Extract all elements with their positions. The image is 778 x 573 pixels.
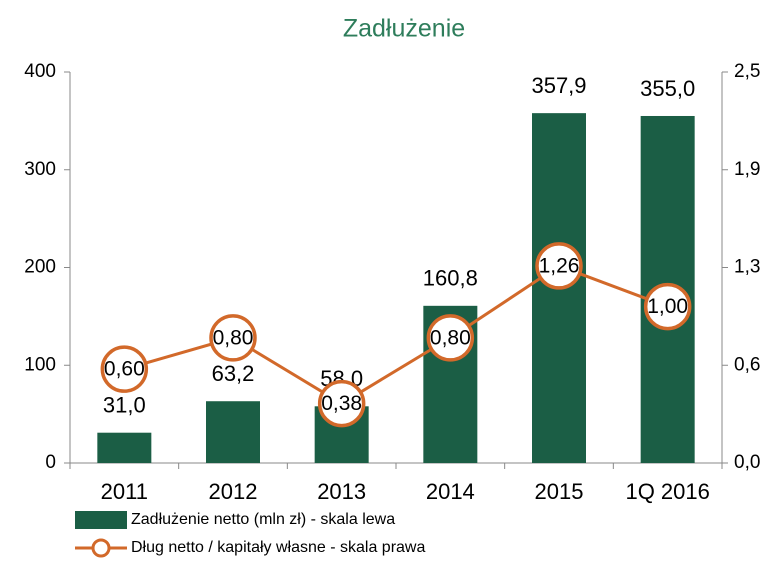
bar-label: 357,9 [531,73,586,98]
bar-label: 160,8 [423,266,478,291]
line-marker [643,282,692,331]
x-tick-label: 2014 [426,479,475,504]
bar [97,432,152,463]
legend-swatch [91,538,111,558]
x-tick-label: 1Q 2016 [625,479,709,504]
y2-tick-label: 2,5 [734,61,760,82]
y2-tick-label: 1,3 [734,257,760,278]
line-marker [426,314,475,362]
y2-tick-label: 1,9 [734,159,760,180]
line-label: 0,80 [430,326,471,349]
bar-label: 355,0 [640,76,695,101]
bar-label: 31,0 [103,393,146,418]
line-marker [535,242,583,290]
line-label: 0,60 [104,358,145,381]
line [123,264,669,406]
y2-tick-label: 0,0 [734,452,760,473]
x-tick-label: 2015 [535,479,584,504]
y2-tick-label: 0,6 [734,354,760,375]
y-tick-label: 200 [24,257,56,278]
x-tick-label: 2011 [101,479,148,504]
bar [206,401,260,463]
line-marker [317,379,366,428]
line-marker [209,314,257,362]
y-tick-label: 0 [45,452,56,473]
line-label: 1,00 [647,295,688,318]
bar-label: 63,2 [212,361,255,386]
legend-swatch [75,511,127,529]
legend-label: Zadłużenie netto (mln zł) - skala lewa [131,511,395,528]
line-label: 1,26 [539,254,580,277]
y-tick-label: 400 [24,61,56,82]
x-tick-label: 2012 [209,479,258,504]
y-tick-label: 300 [24,159,56,180]
line-label: 0,80 [213,326,254,349]
legend-label: Dług netto / kapitały własne - skala pra… [131,539,425,556]
line-label: 0,38 [321,392,362,415]
y-tick-label: 100 [24,354,56,375]
x-tick-label: 2013 [317,479,366,504]
line-marker [100,345,149,393]
chart-title: Zadłużenie [343,15,465,43]
